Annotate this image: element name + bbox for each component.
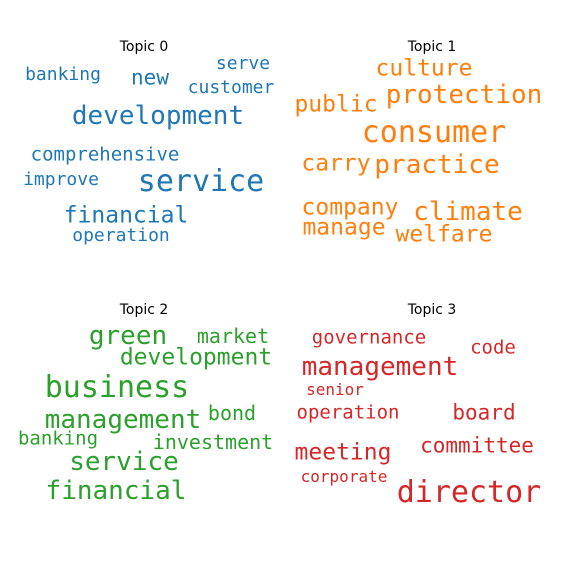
topic-0-panel: Topic 0 service development financial new co…	[0, 0, 288, 288]
word-customer: customer	[188, 79, 275, 97]
word-operation: operation	[72, 227, 170, 245]
word-practice: practice	[374, 152, 499, 178]
word-business: business	[45, 373, 190, 403]
word-new: new	[131, 68, 169, 89]
word-carry: carry	[301, 153, 370, 176]
panel-title: Topic 2	[0, 302, 288, 318]
word-director: director	[397, 478, 542, 508]
word-governance: governance	[312, 329, 426, 348]
word-protection: protection	[386, 82, 543, 108]
word-market: market	[197, 326, 269, 346]
word-public: public	[294, 94, 377, 117]
word-culture: culture	[376, 58, 473, 81]
topic-3-panel: Topic 3 director management meeting board co…	[288, 288, 576, 576]
word-board: board	[452, 403, 515, 424]
word-improve: improve	[23, 171, 99, 189]
word-financial: financial	[46, 478, 187, 504]
word-service: service	[138, 167, 264, 197]
word-development: development	[72, 103, 244, 129]
word-senior: senior	[306, 382, 364, 398]
panel-title: Topic 3	[288, 302, 576, 318]
word-committee: committee	[420, 436, 534, 457]
word-serve: serve	[216, 55, 270, 73]
word-operation: operation	[297, 404, 400, 423]
word-bond: bond	[208, 403, 256, 423]
topic-2-panel: Topic 2 business management service financi…	[0, 288, 288, 576]
word-banking: banking	[18, 430, 98, 449]
word-corporate: corporate	[301, 469, 388, 485]
word-consumer: consumer	[362, 118, 507, 148]
topic-1-panel: Topic 1 consumer protection practice climat…	[288, 0, 576, 288]
word-management: management	[302, 354, 459, 380]
word-investment: investment	[153, 432, 273, 452]
word-welfare: welfare	[396, 224, 493, 247]
word-comprehensive: comprehensive	[31, 146, 180, 165]
word-development: development	[120, 347, 272, 370]
word-code: code	[470, 339, 516, 358]
word-manage: manage	[302, 217, 385, 240]
panel-title: Topic 1	[288, 39, 576, 55]
word-banking: banking	[25, 66, 101, 84]
word-meeting: meeting	[295, 442, 392, 465]
